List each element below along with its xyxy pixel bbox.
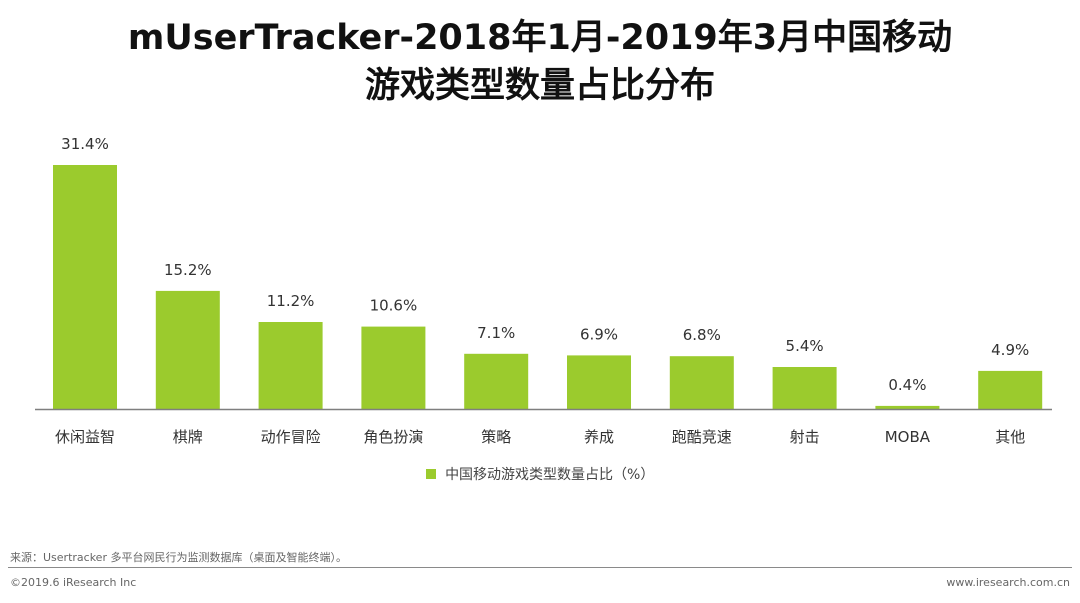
chart-title-line-1: mUserTracker-2018年1月-2019年3月中国移动 [127, 18, 953, 58]
bar-7 [669, 356, 734, 409]
data-label-5: 7.1% [477, 324, 515, 342]
data-label-1: 31.4% [61, 135, 109, 153]
bar-9 [875, 405, 940, 409]
bar-5 [464, 353, 529, 409]
category-label-5: 策略 [481, 428, 511, 446]
data-label-7: 6.8% [683, 326, 721, 344]
value-label-group: 31.4% 15.2% 11.2% 10.6% 7.1% 6.9% 6.8% 5.4% 0.4%… [61, 135, 1029, 394]
legend: 中国移动游戏类型数量占比（%） [0, 464, 1080, 484]
category-label-2: 棋牌 [173, 428, 203, 446]
data-label-10: 4.9% [991, 341, 1029, 359]
category-label-6: 养成 [584, 428, 614, 446]
category-label-8: 射击 [790, 428, 820, 446]
category-label-group: 休闲益智 棋牌 动作冒险 角色扮演 策略 养成 跑酷竞速 射击 MOBA 其他 [55, 428, 1025, 446]
bar-10 [978, 370, 1043, 409]
bar-4 [361, 326, 426, 409]
legend-swatch [425, 469, 436, 479]
source-note: 来源：Usertracker 多平台网民行为监测数据库（桌面及智能终端）。 [10, 551, 347, 564]
bar-6 [567, 355, 631, 409]
copyright-text: ©2019.6 iResearch Inc [10, 576, 137, 589]
data-label-8: 5.4% [786, 337, 824, 355]
category-label-10: 其他 [995, 428, 1025, 446]
category-label-9: MOBA [885, 428, 931, 446]
bar-group [53, 165, 1043, 409]
category-label-7: 跑酷竞速 [672, 428, 732, 446]
website-text: www.iresearch.com.cn [946, 576, 1070, 589]
data-label-3: 11.2% [267, 292, 315, 310]
category-label-4: 角色扮演 [363, 428, 423, 446]
footer-divider [8, 567, 1072, 568]
data-label-4: 10.6% [370, 297, 418, 315]
bar-3 [258, 322, 323, 409]
data-label-9: 0.4% [888, 376, 926, 394]
bar-2 [155, 290, 220, 409]
data-label-6: 6.9% [580, 325, 618, 343]
chart-title: mUserTracker-2018年1月-2019年3月中国移动 游戏类型数量占… [0, 14, 1080, 110]
category-label-3: 动作冒险 [261, 428, 321, 446]
chart-title-line-2: 游戏类型数量占比分布 [364, 66, 715, 106]
legend-label: 中国移动游戏类型数量占比（%） [445, 467, 655, 483]
bar-8 [772, 367, 837, 409]
bar-1 [53, 165, 117, 409]
category-label-1: 休闲益智 [55, 428, 115, 446]
data-label-2: 15.2% [164, 261, 212, 279]
